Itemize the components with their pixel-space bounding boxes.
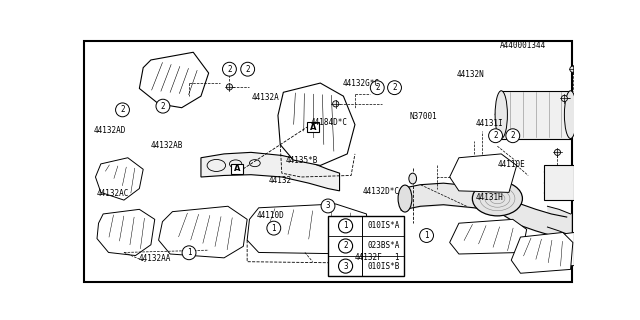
Polygon shape: [140, 52, 209, 108]
Circle shape: [339, 219, 353, 233]
Polygon shape: [511, 232, 573, 273]
Text: 44135*B: 44135*B: [286, 156, 319, 165]
Ellipse shape: [452, 297, 466, 316]
Text: 44132F: 44132F: [355, 253, 383, 262]
Text: 2: 2: [493, 131, 498, 140]
Ellipse shape: [564, 91, 577, 139]
Circle shape: [267, 221, 281, 235]
FancyBboxPatch shape: [230, 164, 243, 174]
Circle shape: [333, 101, 339, 107]
Bar: [501, 91, 570, 139]
Circle shape: [339, 259, 353, 273]
Text: 1: 1: [343, 221, 348, 230]
Polygon shape: [247, 204, 368, 254]
Text: 1: 1: [271, 224, 276, 233]
Circle shape: [561, 95, 568, 101]
Text: A440001344: A440001344: [499, 41, 546, 50]
Circle shape: [371, 81, 384, 95]
Circle shape: [227, 84, 232, 90]
Text: 2: 2: [511, 131, 515, 140]
Polygon shape: [450, 154, 516, 192]
Text: A: A: [310, 123, 316, 132]
Ellipse shape: [409, 173, 417, 184]
Text: 44132G*C: 44132G*C: [343, 79, 380, 89]
Ellipse shape: [398, 185, 412, 212]
Polygon shape: [97, 209, 155, 256]
Text: 023BS*A: 023BS*A: [368, 242, 400, 251]
Circle shape: [223, 62, 236, 76]
Circle shape: [182, 246, 196, 260]
Polygon shape: [278, 83, 355, 165]
Text: 44110D: 44110D: [257, 211, 284, 220]
Text: 010IS*B: 010IS*B: [368, 262, 400, 271]
Text: 44132AB: 44132AB: [150, 141, 183, 150]
Circle shape: [580, 271, 592, 283]
Text: 2: 2: [343, 242, 348, 251]
Polygon shape: [201, 152, 340, 191]
Text: 44132D*C: 44132D*C: [362, 187, 399, 196]
Text: 2: 2: [120, 105, 125, 114]
Circle shape: [156, 99, 170, 113]
Polygon shape: [450, 219, 527, 254]
Text: 44132AD: 44132AD: [94, 126, 126, 135]
Circle shape: [241, 62, 255, 76]
Polygon shape: [543, 165, 575, 200]
Text: 2: 2: [392, 83, 397, 92]
Text: 44184D*C: 44184D*C: [311, 118, 348, 127]
Text: 1: 1: [187, 248, 191, 257]
Text: 2: 2: [227, 65, 232, 74]
Circle shape: [554, 149, 561, 156]
Polygon shape: [528, 232, 575, 268]
Polygon shape: [159, 206, 247, 258]
Text: 2: 2: [245, 65, 250, 74]
Circle shape: [321, 199, 335, 213]
Text: 44131H: 44131H: [476, 193, 504, 202]
Circle shape: [506, 129, 520, 143]
Circle shape: [488, 129, 502, 143]
Text: 2: 2: [161, 102, 165, 111]
Circle shape: [570, 66, 576, 72]
Text: 3: 3: [343, 262, 348, 271]
Polygon shape: [581, 272, 591, 283]
Text: 44132A: 44132A: [252, 93, 280, 102]
Circle shape: [420, 228, 433, 243]
Polygon shape: [455, 314, 463, 320]
Text: 010IS*A: 010IS*A: [368, 221, 400, 230]
Text: A: A: [234, 164, 240, 173]
Text: N37001: N37001: [410, 111, 437, 121]
Text: 44110E: 44110E: [498, 160, 526, 169]
Circle shape: [339, 239, 353, 253]
Circle shape: [389, 251, 403, 265]
Text: 44132N: 44132N: [456, 70, 484, 79]
Text: 44132: 44132: [269, 176, 292, 185]
Text: 44131I: 44131I: [476, 119, 504, 128]
Text: 2: 2: [375, 83, 380, 92]
Ellipse shape: [472, 181, 522, 216]
Circle shape: [116, 103, 129, 117]
Text: 3: 3: [326, 202, 330, 211]
Text: 1: 1: [394, 253, 398, 262]
Text: 1: 1: [424, 231, 429, 240]
Text: 44132AC: 44132AC: [97, 189, 129, 198]
Text: 44132AA: 44132AA: [138, 254, 171, 263]
Polygon shape: [95, 158, 143, 200]
FancyBboxPatch shape: [307, 123, 319, 132]
Bar: [328, 216, 404, 276]
Circle shape: [388, 81, 401, 95]
Ellipse shape: [495, 91, 508, 139]
